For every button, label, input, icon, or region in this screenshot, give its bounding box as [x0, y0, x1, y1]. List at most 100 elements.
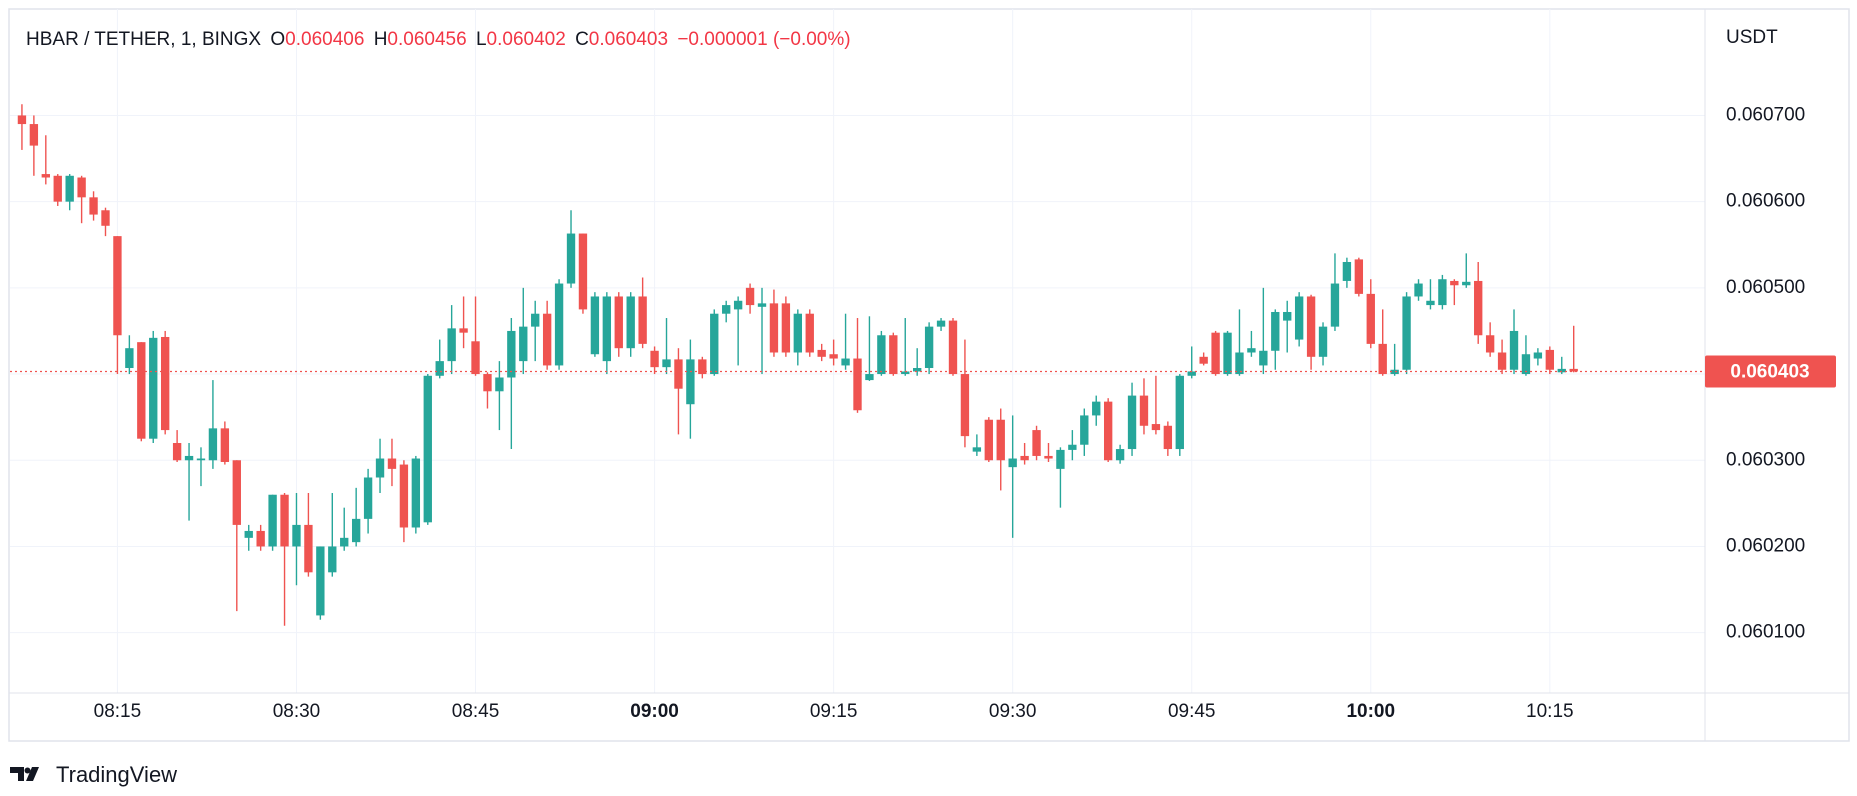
candle-body — [638, 296, 647, 344]
candle-body — [1390, 369, 1399, 375]
candle-body — [411, 458, 421, 528]
candle-body — [972, 447, 982, 452]
candle-body — [733, 300, 743, 310]
candle-body — [172, 443, 182, 461]
candle-body — [495, 377, 504, 392]
candle-body — [913, 368, 922, 372]
candle-body — [686, 359, 695, 405]
candle-body — [1533, 352, 1543, 359]
brand-name: TradingView — [56, 762, 177, 787]
candle-body — [244, 530, 253, 538]
change: −0.000001 (−0.00%) — [677, 29, 850, 50]
candle-body — [447, 328, 456, 362]
candle-body — [304, 524, 313, 573]
candle-body — [125, 348, 134, 369]
candle-body — [805, 313, 814, 353]
candle-body — [1342, 261, 1352, 281]
candle-body — [984, 419, 993, 461]
candle-body — [1259, 350, 1268, 366]
candle-body — [698, 359, 707, 375]
candle-body — [1426, 300, 1435, 306]
currency: USDT — [1726, 27, 1778, 48]
candle-body — [1008, 458, 1017, 468]
close-label: C — [575, 29, 589, 50]
candle-body — [137, 342, 146, 439]
candle-body — [280, 494, 289, 547]
candles — [17, 104, 1578, 626]
candle-body — [1509, 330, 1519, 370]
close-value: 0.060403 — [589, 29, 668, 50]
candle-body — [232, 460, 241, 525]
candle-body — [1378, 343, 1387, 375]
candle-body — [77, 177, 86, 198]
candle-body — [566, 233, 576, 284]
candle-body — [1557, 368, 1566, 373]
candle-body — [459, 328, 468, 333]
candle-body — [1569, 368, 1578, 372]
candle-body — [853, 358, 862, 411]
candle-body — [89, 197, 98, 215]
candle-body — [1187, 371, 1196, 376]
candle-body — [1127, 395, 1137, 450]
candle-body — [483, 374, 492, 392]
candle-body — [877, 335, 886, 375]
candle-body — [1474, 280, 1483, 336]
y-tick-label: 0.060600 — [1726, 191, 1805, 212]
candle-body — [1092, 401, 1101, 416]
low-value: 0.060402 — [487, 29, 566, 50]
candle-body — [901, 371, 910, 375]
candle-body — [29, 124, 39, 146]
candle-body — [196, 458, 206, 461]
y-tick-label: 0.060100 — [1726, 622, 1805, 643]
candle-body — [841, 358, 850, 366]
open-label: O — [270, 29, 285, 50]
candle-body — [662, 359, 671, 368]
candle-body — [1450, 280, 1459, 286]
candle-body — [375, 458, 385, 478]
candle-body — [531, 313, 540, 327]
last-price-box — [1705, 355, 1836, 388]
candle-body — [1271, 311, 1280, 351]
candle-body — [554, 283, 564, 366]
candle-body — [948, 320, 958, 375]
candle-body — [1402, 296, 1411, 370]
candle-body — [184, 455, 194, 461]
candle-body — [423, 375, 432, 523]
candle-body — [387, 458, 397, 469]
candle-body — [578, 233, 588, 310]
y-tick-label: 0.060200 — [1726, 535, 1805, 556]
candle-body — [292, 524, 301, 547]
candle-body — [208, 428, 218, 461]
candle-body — [328, 546, 337, 573]
candle-body — [829, 354, 838, 359]
candle-body — [1115, 449, 1125, 461]
y-tick-label: 0.060700 — [1726, 104, 1805, 125]
logo-icon — [10, 767, 39, 781]
candle-body — [1163, 425, 1173, 450]
candle-body — [471, 341, 480, 375]
x-tick-label: 10:15 — [1526, 701, 1574, 722]
candle-body — [1521, 354, 1531, 375]
candle-body — [1414, 283, 1423, 297]
candle-body — [101, 210, 110, 226]
candle-body — [41, 174, 50, 178]
candle-body — [256, 530, 265, 547]
y-tick-label: 0.060500 — [1726, 277, 1805, 298]
candle-body — [340, 537, 349, 547]
candle-body — [650, 350, 659, 368]
candle-body — [757, 303, 767, 307]
x-tick-label: 08:45 — [452, 701, 500, 722]
candle-body — [113, 236, 122, 336]
y-tick-label: 0.060300 — [1726, 449, 1805, 470]
candle-body — [745, 287, 755, 306]
candle-body — [1103, 401, 1113, 461]
candle-body — [1056, 449, 1065, 469]
candle-body — [399, 464, 409, 528]
candle-body — [936, 320, 946, 327]
candle-body — [1068, 444, 1077, 450]
candle-body — [1294, 296, 1304, 340]
candle-body — [363, 477, 373, 519]
candle-body — [1318, 326, 1328, 357]
candle-body — [1497, 352, 1507, 370]
